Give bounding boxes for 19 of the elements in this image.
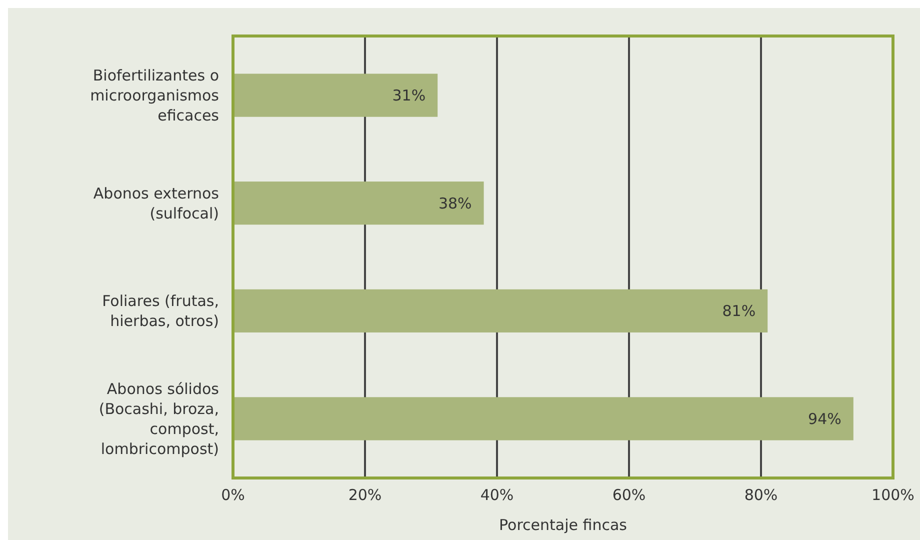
bar [233,397,854,440]
y-tick-label: Abonos sólidos (Bocashi, broza, compost, lombricompost) [98,380,220,458]
y-tick-label: Biofertilizantes o microorganismos eficaces [90,66,220,125]
bar [233,289,768,332]
data-label: 94% [808,410,842,428]
bar [233,182,484,225]
x-axis-title: Porcentaje fincas [499,516,628,534]
bar [233,74,438,117]
x-tick-label: 60% [612,486,646,504]
y-tick-label: Foliares (frutas, hierbas, otros) [102,292,219,330]
x-tick-label: 80% [744,486,778,504]
data-label: 38% [438,194,472,212]
y-tick-label: Abonos externos (sulfocal) [93,184,220,222]
x-tick-label: 20% [348,486,382,504]
data-label: 31% [392,86,426,105]
data-label: 81% [722,302,756,320]
x-tick-label: 40% [480,486,514,504]
x-tick-label: 100% [872,486,914,504]
x-tick-label: 0% [221,486,245,504]
